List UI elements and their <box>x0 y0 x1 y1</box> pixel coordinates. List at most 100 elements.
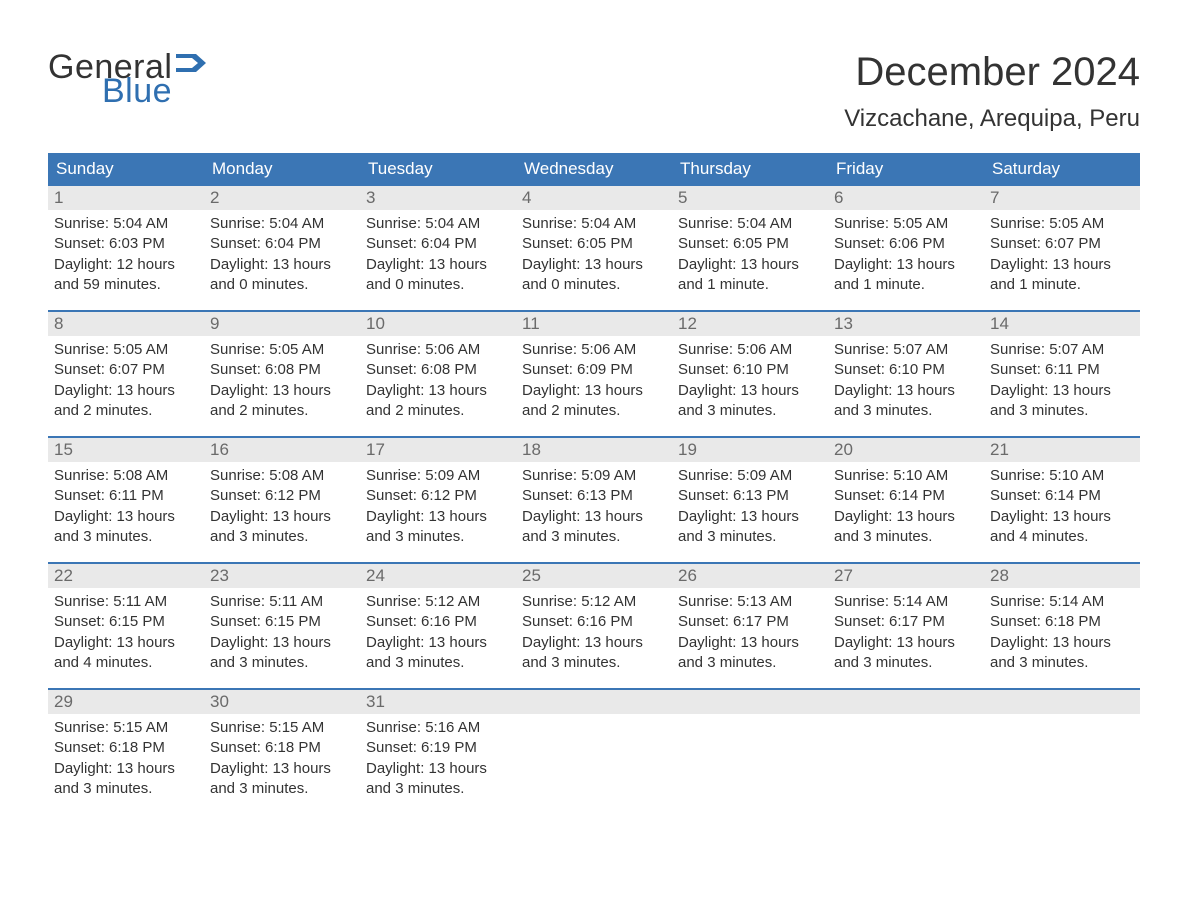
weekday-wednesday: Wednesday <box>516 153 672 186</box>
day-body: Sunrise: 5:05 AMSunset: 6:06 PMDaylight:… <box>828 210 984 295</box>
day-sunset: Sunset: 6:19 PM <box>366 738 510 758</box>
day-sunrise: Sunrise: 5:09 AM <box>678 466 822 486</box>
week-row: 29Sunrise: 5:15 AMSunset: 6:18 PMDayligh… <box>48 688 1140 814</box>
day-body: Sunrise: 5:09 AMSunset: 6:13 PMDaylight:… <box>516 462 672 547</box>
day-d1: Daylight: 13 hours <box>990 381 1134 401</box>
day-sunset: Sunset: 6:13 PM <box>522 486 666 506</box>
day-body: Sunrise: 5:15 AMSunset: 6:18 PMDaylight:… <box>48 714 204 799</box>
day-d1: Daylight: 13 hours <box>990 507 1134 527</box>
day-body: Sunrise: 5:09 AMSunset: 6:13 PMDaylight:… <box>672 462 828 547</box>
day-d2: and 1 minute. <box>678 275 822 295</box>
day-body: Sunrise: 5:11 AMSunset: 6:15 PMDaylight:… <box>204 588 360 673</box>
day-number: 31 <box>360 690 516 714</box>
day-sunrise: Sunrise: 5:06 AM <box>522 340 666 360</box>
day-cell: 18Sunrise: 5:09 AMSunset: 6:13 PMDayligh… <box>516 438 672 562</box>
day-cell: 28Sunrise: 5:14 AMSunset: 6:18 PMDayligh… <box>984 564 1140 688</box>
day-sunrise: Sunrise: 5:08 AM <box>210 466 354 486</box>
day-d2: and 1 minute. <box>990 275 1134 295</box>
day-cell: 4Sunrise: 5:04 AMSunset: 6:05 PMDaylight… <box>516 186 672 310</box>
day-cell: 14Sunrise: 5:07 AMSunset: 6:11 PMDayligh… <box>984 312 1140 436</box>
day-d1: Daylight: 13 hours <box>522 381 666 401</box>
weekday-friday: Friday <box>828 153 984 186</box>
day-number: 28 <box>984 564 1140 588</box>
day-number: 30 <box>204 690 360 714</box>
day-cell: 22Sunrise: 5:11 AMSunset: 6:15 PMDayligh… <box>48 564 204 688</box>
day-body: Sunrise: 5:04 AMSunset: 6:04 PMDaylight:… <box>204 210 360 295</box>
day-sunrise: Sunrise: 5:04 AM <box>678 214 822 234</box>
day-sunset: Sunset: 6:13 PM <box>678 486 822 506</box>
day-d1: Daylight: 13 hours <box>210 381 354 401</box>
day-cell: 20Sunrise: 5:10 AMSunset: 6:14 PMDayligh… <box>828 438 984 562</box>
day-body: Sunrise: 5:09 AMSunset: 6:12 PMDaylight:… <box>360 462 516 547</box>
day-d1: Daylight: 13 hours <box>522 633 666 653</box>
day-number <box>516 690 672 714</box>
day-d2: and 3 minutes. <box>210 653 354 673</box>
day-sunset: Sunset: 6:08 PM <box>210 360 354 380</box>
day-sunset: Sunset: 6:16 PM <box>366 612 510 632</box>
day-d2: and 4 minutes. <box>990 527 1134 547</box>
day-cell: 2Sunrise: 5:04 AMSunset: 6:04 PMDaylight… <box>204 186 360 310</box>
day-number: 20 <box>828 438 984 462</box>
day-sunrise: Sunrise: 5:07 AM <box>990 340 1134 360</box>
day-cell: 24Sunrise: 5:12 AMSunset: 6:16 PMDayligh… <box>360 564 516 688</box>
day-d1: Daylight: 13 hours <box>366 381 510 401</box>
day-number: 1 <box>48 186 204 210</box>
day-cell: 26Sunrise: 5:13 AMSunset: 6:17 PMDayligh… <box>672 564 828 688</box>
day-cell: 12Sunrise: 5:06 AMSunset: 6:10 PMDayligh… <box>672 312 828 436</box>
day-d2: and 3 minutes. <box>990 653 1134 673</box>
day-body: Sunrise: 5:10 AMSunset: 6:14 PMDaylight:… <box>984 462 1140 547</box>
day-d2: and 3 minutes. <box>678 401 822 421</box>
day-body: Sunrise: 5:16 AMSunset: 6:19 PMDaylight:… <box>360 714 516 799</box>
day-number <box>672 690 828 714</box>
day-number: 19 <box>672 438 828 462</box>
day-d2: and 0 minutes. <box>366 275 510 295</box>
day-sunset: Sunset: 6:14 PM <box>834 486 978 506</box>
day-sunrise: Sunrise: 5:15 AM <box>210 718 354 738</box>
day-number: 5 <box>672 186 828 210</box>
day-sunrise: Sunrise: 5:12 AM <box>522 592 666 612</box>
day-d1: Daylight: 13 hours <box>522 255 666 275</box>
day-d2: and 0 minutes. <box>210 275 354 295</box>
day-d1: Daylight: 13 hours <box>54 381 198 401</box>
day-sunrise: Sunrise: 5:09 AM <box>366 466 510 486</box>
location-label: Vizcachane, Arequipa, Peru <box>844 105 1140 133</box>
day-d1: Daylight: 13 hours <box>54 759 198 779</box>
day-number: 10 <box>360 312 516 336</box>
day-sunset: Sunset: 6:12 PM <box>210 486 354 506</box>
day-number: 15 <box>48 438 204 462</box>
day-sunset: Sunset: 6:06 PM <box>834 234 978 254</box>
logo-word2: Blue <box>102 74 206 108</box>
day-number: 21 <box>984 438 1140 462</box>
day-body: Sunrise: 5:05 AMSunset: 6:07 PMDaylight:… <box>984 210 1140 295</box>
day-d2: and 0 minutes. <box>522 275 666 295</box>
day-sunset: Sunset: 6:04 PM <box>366 234 510 254</box>
day-number: 17 <box>360 438 516 462</box>
day-sunrise: Sunrise: 5:15 AM <box>54 718 198 738</box>
day-d1: Daylight: 13 hours <box>834 255 978 275</box>
day-cell: 15Sunrise: 5:08 AMSunset: 6:11 PMDayligh… <box>48 438 204 562</box>
flag-icon <box>176 54 206 76</box>
day-sunrise: Sunrise: 5:08 AM <box>54 466 198 486</box>
day-sunrise: Sunrise: 5:10 AM <box>834 466 978 486</box>
week-row: 22Sunrise: 5:11 AMSunset: 6:15 PMDayligh… <box>48 562 1140 688</box>
day-d2: and 3 minutes. <box>834 401 978 421</box>
day-cell: 17Sunrise: 5:09 AMSunset: 6:12 PMDayligh… <box>360 438 516 562</box>
day-sunset: Sunset: 6:12 PM <box>366 486 510 506</box>
week-row: 1Sunrise: 5:04 AMSunset: 6:03 PMDaylight… <box>48 186 1140 310</box>
day-number: 27 <box>828 564 984 588</box>
day-d1: Daylight: 13 hours <box>834 381 978 401</box>
day-d1: Daylight: 13 hours <box>834 633 978 653</box>
day-number: 22 <box>48 564 204 588</box>
day-number: 14 <box>984 312 1140 336</box>
day-body: Sunrise: 5:08 AMSunset: 6:12 PMDaylight:… <box>204 462 360 547</box>
day-sunrise: Sunrise: 5:05 AM <box>990 214 1134 234</box>
day-d2: and 3 minutes. <box>678 653 822 673</box>
day-sunset: Sunset: 6:17 PM <box>834 612 978 632</box>
day-sunrise: Sunrise: 5:13 AM <box>678 592 822 612</box>
day-sunrise: Sunrise: 5:14 AM <box>834 592 978 612</box>
day-d2: and 3 minutes. <box>990 401 1134 421</box>
day-number: 4 <box>516 186 672 210</box>
day-d2: and 3 minutes. <box>366 527 510 547</box>
day-body: Sunrise: 5:06 AMSunset: 6:09 PMDaylight:… <box>516 336 672 421</box>
day-sunset: Sunset: 6:08 PM <box>366 360 510 380</box>
